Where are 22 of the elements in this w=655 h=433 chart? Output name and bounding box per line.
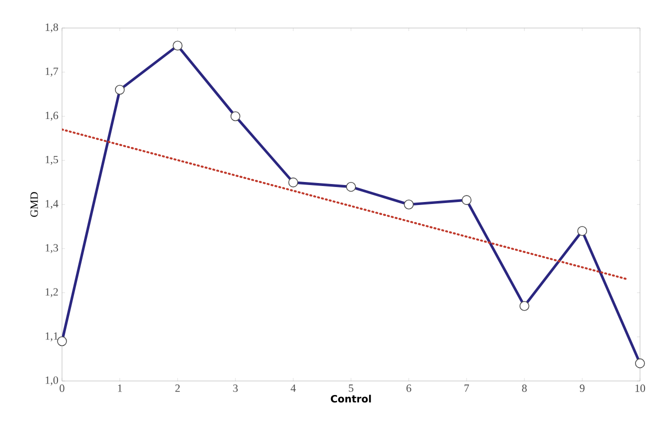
y-tick-label: 1,3 <box>46 244 58 254</box>
y-tick-label: 1,7 <box>46 68 58 77</box>
y-tick-label: 1,4 <box>46 200 58 209</box>
x-tick-label: 3 <box>233 384 238 392</box>
y-tick-label: 1,2 <box>46 288 58 298</box>
x-tick-label: 6 <box>406 384 412 392</box>
x-tick-label: 2 <box>175 384 180 392</box>
x-axis-title: Control <box>330 394 371 403</box>
x-tick-label: 10 <box>635 384 646 392</box>
y-tick-label: 1,0 <box>46 376 58 386</box>
y-axis-title: GMD <box>30 192 38 217</box>
x-tick-label: 0 <box>60 384 64 392</box>
y-tick-label: 1,6 <box>46 112 58 121</box>
x-tick-label: 8 <box>522 384 527 392</box>
y-tick-label: 1,5 <box>46 156 58 165</box>
x-tick-label: 7 <box>464 384 470 392</box>
x-tick-label: 9 <box>580 384 584 392</box>
x-tick-label: 1 <box>118 384 122 392</box>
y-tick-label: 1,8 <box>46 24 58 33</box>
x-tick-label: 4 <box>290 384 296 392</box>
y-tick-label: 1,1 <box>46 332 58 342</box>
x-tick-label: 5 <box>348 384 354 392</box>
